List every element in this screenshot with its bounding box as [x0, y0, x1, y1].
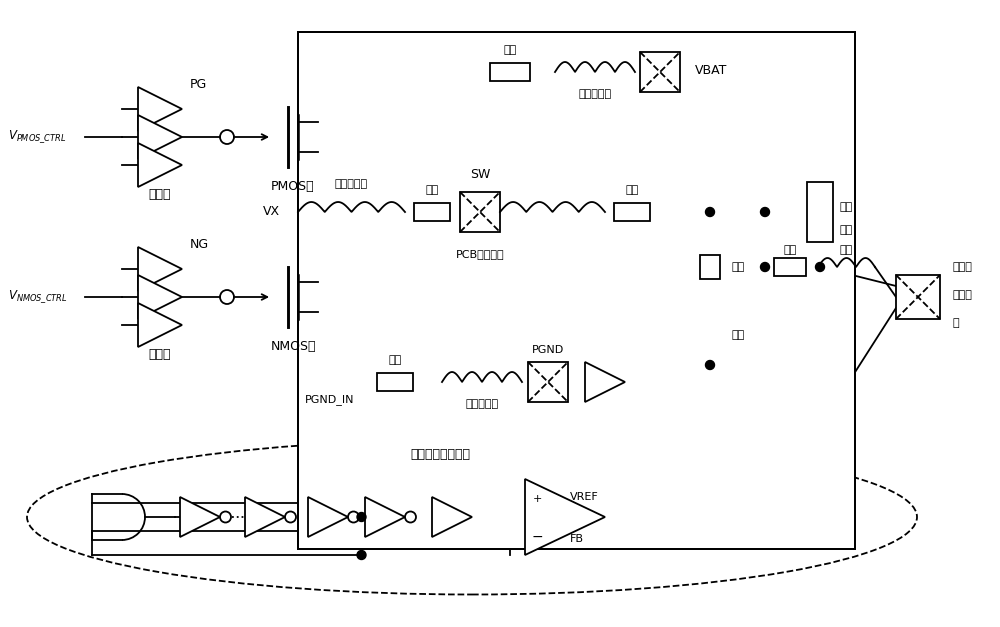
Text: 缓冲器: 缓冲器 [149, 349, 171, 362]
Text: 电阻: 电阻 [425, 185, 439, 195]
Polygon shape [138, 143, 182, 187]
Text: 脚: 脚 [953, 318, 960, 328]
Polygon shape [138, 303, 182, 347]
Text: 信号引: 信号引 [953, 290, 973, 300]
Polygon shape [138, 115, 182, 159]
Text: 电容: 电容 [732, 330, 745, 340]
Text: 邦定线电感: 邦定线电感 [578, 89, 612, 99]
Text: 电阻: 电阻 [625, 185, 639, 195]
Text: SW: SW [470, 167, 490, 181]
Text: 邦定线电感: 邦定线电感 [465, 399, 499, 409]
Bar [298, 32, 855, 549]
Text: 电阻: 电阻 [783, 245, 797, 255]
Text: $V_{NMOS\_CTRL}$: $V_{NMOS\_CTRL}$ [8, 288, 68, 305]
Bar [528, 362, 568, 402]
Circle shape [761, 263, 770, 271]
Polygon shape [138, 275, 182, 319]
Text: VBAT: VBAT [695, 63, 727, 76]
Bar [460, 192, 500, 232]
Text: $V_{PMOS\_CTRL}$: $V_{PMOS\_CTRL}$ [8, 129, 66, 145]
Bar [414, 203, 450, 221]
Circle shape [706, 208, 714, 216]
Polygon shape [432, 497, 472, 537]
Bar [490, 63, 530, 81]
Bar [614, 203, 650, 221]
Text: FB: FB [570, 534, 584, 544]
Circle shape [815, 263, 824, 271]
Text: PGND_IN: PGND_IN [305, 394, 355, 406]
Text: PGND: PGND [532, 345, 564, 355]
Text: 缓冲器: 缓冲器 [149, 189, 171, 201]
Bar [896, 275, 940, 319]
Text: 外反馈: 外反馈 [953, 262, 973, 272]
Polygon shape [365, 497, 405, 537]
Polygon shape [245, 497, 285, 537]
Text: 电感: 电感 [840, 245, 853, 255]
Polygon shape [585, 362, 625, 402]
Text: 电阻: 电阻 [388, 355, 402, 365]
Polygon shape [180, 497, 220, 537]
Text: PCB绕线电感: PCB绕线电感 [456, 249, 504, 259]
Text: PMOS管: PMOS管 [271, 181, 315, 194]
Bar [640, 52, 680, 92]
Text: −: − [531, 530, 543, 544]
Text: NMOS管: NMOS管 [270, 340, 316, 354]
Text: 电阻: 电阻 [732, 262, 745, 272]
Text: PG: PG [190, 78, 207, 92]
Text: VREF: VREF [570, 492, 599, 502]
Bar [807, 182, 833, 242]
Text: 邦定线电感: 邦定线电感 [335, 179, 368, 189]
Text: 负载: 负载 [840, 202, 853, 212]
Circle shape [357, 551, 366, 559]
Text: NG: NG [190, 238, 209, 251]
Polygon shape [525, 479, 605, 555]
Bar [377, 373, 413, 391]
Bar [774, 258, 806, 276]
Text: +: + [532, 494, 542, 504]
Text: 电阻: 电阻 [840, 225, 853, 235]
Circle shape [761, 208, 770, 216]
Polygon shape [138, 87, 182, 131]
Text: VX: VX [263, 206, 280, 218]
Circle shape [706, 361, 714, 369]
Bar [700, 255, 720, 279]
Ellipse shape [27, 440, 917, 594]
Polygon shape [138, 247, 182, 291]
Text: 电阻: 电阻 [503, 45, 517, 55]
Circle shape [357, 512, 366, 522]
Text: 脉冲频率调制单元: 脉冲频率调制单元 [410, 448, 470, 461]
Polygon shape [308, 497, 348, 537]
